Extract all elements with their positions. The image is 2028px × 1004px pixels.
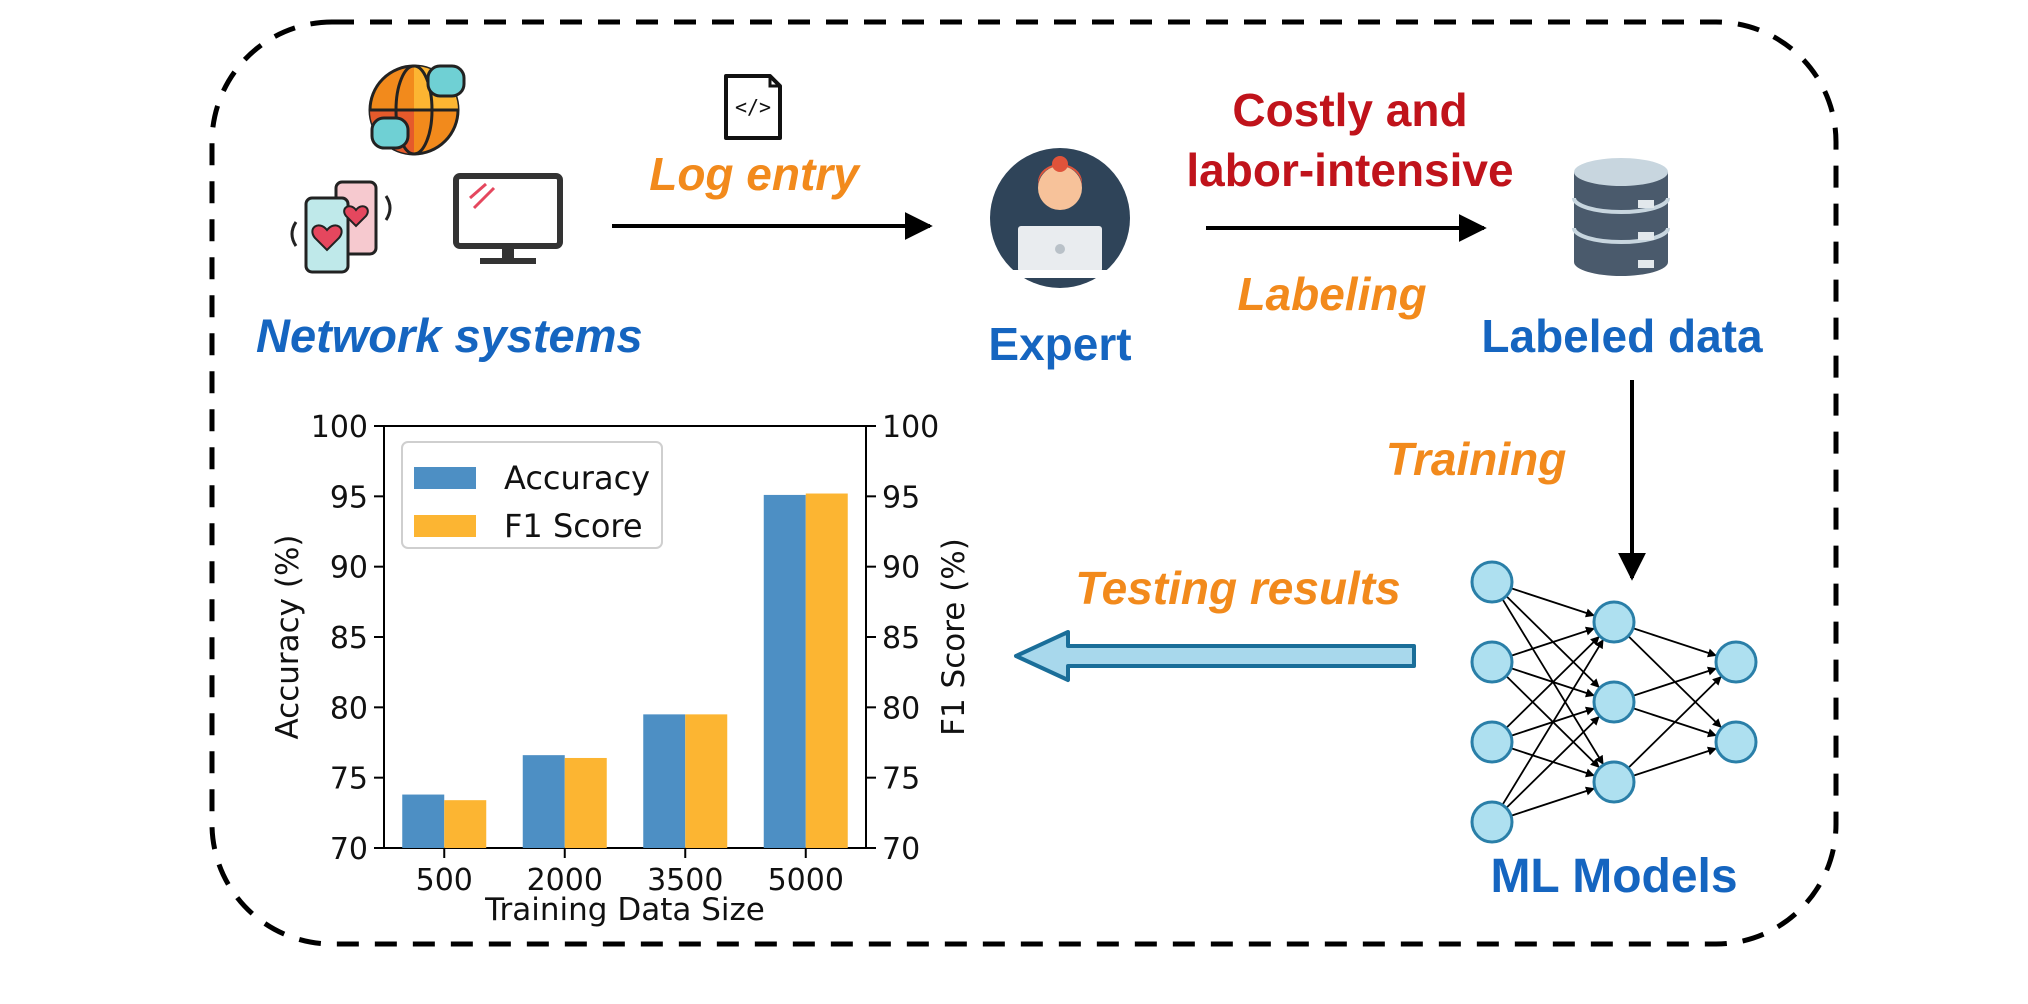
y-tick-label-right: 95 [882,480,920,515]
nn-edge [1633,666,1717,697]
x-tick-label: 2000 [527,863,603,898]
nn-node [1470,560,1514,604]
y-tick-label-left: 90 [330,551,368,586]
x-tick-label: 3500 [647,863,723,898]
labeling-label: Labeling [1237,268,1426,320]
x-tick-label: 5000 [768,863,844,898]
database-icon [1572,158,1670,276]
neural-network-icon [1470,560,1758,844]
nn-node [1714,720,1758,764]
arrow-results-to-chart [1014,630,1416,682]
dashed-boundary [209,19,1839,947]
nn-node [1592,760,1636,804]
nn-node [1470,800,1514,844]
ml-models-label: ML Models [1490,850,1737,903]
log-entry-label: Log entry [649,148,861,200]
nn-edge [1502,639,1604,805]
expert-label: Expert [988,318,1131,370]
bar-accuracy [522,755,565,848]
y-tick-label-right: 70 [882,832,920,867]
bar-accuracy [643,714,686,848]
nn-edge [1506,636,1600,728]
y-axis-title-left: Accuracy (%) [270,534,306,739]
y-tick-label-right: 90 [882,551,920,586]
bar-f1-score [564,757,607,848]
monitor-icon [453,173,563,264]
labeled-data-label: Labeled data [1481,310,1763,362]
bar-chart: 70 70 75 75 80 80 85 85 90 90 95 95 100 100 500 2000 350… [270,410,972,928]
x-axis-title: Training Data Size [484,892,765,928]
y-tick-label-left: 70 [330,832,368,867]
legend-swatch [414,467,476,489]
network-systems-label: Network systems [256,309,643,362]
svg-text:</>: </> [735,95,771,119]
smartphones-icon [290,180,392,274]
nn-edge [1511,626,1595,657]
testing-results-label: Testing results [1075,562,1400,614]
y-tick-label-left: 100 [311,410,368,445]
nn-edge [1628,676,1722,768]
globe-chat-icon [368,64,466,156]
legend-label: Accuracy [504,459,650,497]
y-tick-label-left: 95 [330,480,368,515]
nn-edge [1506,716,1600,808]
nn-node [1592,600,1636,644]
nn-edge [1633,746,1717,777]
y-tick-label-right: 85 [882,621,920,656]
y-tick-label-left: 75 [330,762,368,797]
y-tick-label-left: 80 [330,691,368,726]
y-tick-label-right: 75 [882,762,920,797]
costly-label-line2: labor-intensive [1186,144,1513,196]
x-tick-label: 500 [416,863,473,898]
y-axis-title-right: F1 Score (%) [936,538,972,736]
bar-f1-score [685,714,728,848]
nn-node [1714,640,1758,684]
y-tick-label-right: 80 [882,691,920,726]
bar-accuracy [402,794,445,848]
legend-swatch [414,515,476,537]
nn-edge [1511,587,1595,618]
chart-legend: Accuracy F1 Score [401,441,663,549]
bar-f1-score [444,800,487,848]
nn-edge [1511,786,1595,817]
bar-f1-score [805,493,848,848]
training-label: Training [1386,433,1567,485]
y-tick-label-left: 85 [330,621,368,656]
expert-avatar-icon [990,148,1130,288]
code-file-icon: </> [724,74,782,140]
nn-node [1470,720,1514,764]
nn-node [1592,680,1636,724]
nn-node [1470,640,1514,684]
nn-edge [1633,627,1717,658]
costly-label-line1: Costly and [1232,84,1467,136]
legend-label: F1 Score [504,507,643,545]
bar-accuracy [763,494,806,848]
y-tick-label-right: 100 [882,410,939,445]
